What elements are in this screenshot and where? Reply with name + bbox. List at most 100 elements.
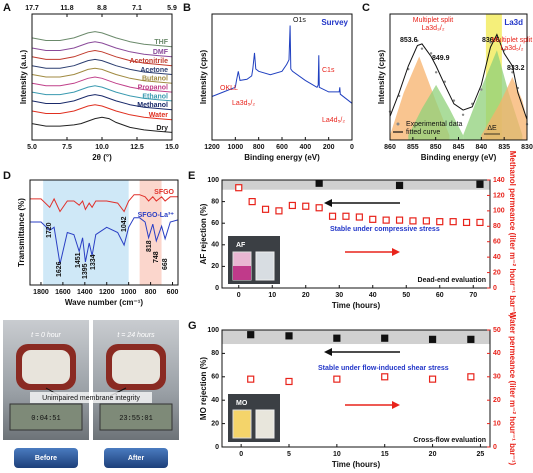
point [489,41,492,44]
membrane [112,350,160,384]
x-tick-label: 800 [253,144,265,151]
point [235,184,243,192]
series-line [211,25,353,104]
plots: A THF DMF Acetonitrile Acetone ButanolPropano… [3,2,533,469]
point [285,332,293,340]
display [99,403,173,431]
band [222,330,490,345]
point [355,213,363,221]
series-line [30,217,179,265]
time-label: t = 24 hours [117,332,155,339]
peak-label: 818 [146,240,153,252]
x-axis-label: Binding energy (eV) [244,153,320,162]
annotation: C1s [322,67,335,74]
series-label: Acetonitrile [129,58,168,65]
y2-axis-label: Water permeance (liter m⁻² hour⁻¹ bar⁻¹) [508,312,517,466]
point [395,181,404,189]
x-tick-label: 20 [302,292,310,299]
point [302,202,310,210]
point [467,373,475,381]
peak-labels: 1720 1626 1451 1395 1334 1042 818 748 66… [46,216,169,279]
y2-tick-label: 40 [493,350,501,357]
series-line [31,58,173,75]
annotation: La3d₃/₂ [421,25,444,32]
point [461,113,465,117]
peak-label: 1334 [90,254,97,270]
panel-label: D [3,170,11,182]
point [381,373,389,381]
annotation: Stable under compressive stress [330,226,440,233]
display [9,403,83,431]
point [480,88,483,91]
y-axis-label: Intensity (cps) [377,50,386,105]
point [443,80,446,83]
point [395,216,404,224]
vial [232,409,252,439]
peak-label: 668 [162,258,169,270]
annotation: Stable under flow-induced shear stress [318,365,449,372]
vial-liquid [233,266,251,280]
peak-label: 833.2 [507,65,525,72]
point [511,71,514,74]
x-tick-label: 1400 [77,289,93,296]
peak-label: 849.9 [432,55,450,62]
point [247,331,255,339]
point [428,335,437,343]
inset-photo: AF [228,236,280,284]
y-axis-label: MO rejection (%) [199,357,208,420]
x-tick-label: 840 [475,144,487,151]
y-tick-label: 60 [211,374,219,381]
x-tick-label: 1000 [228,144,244,151]
y2-tick-label: 80 [493,223,501,230]
arrow-head [324,348,332,356]
series-line [389,33,528,120]
y-tick-label: 40 [211,242,219,249]
y2-tick-label: 120 [493,192,505,199]
y2-tick-label: 60 [493,239,501,246]
band [43,180,129,285]
x-tick-label: 1200 [204,144,220,151]
point [315,204,323,212]
series-line [31,49,173,67]
x-tick-label: 12.5 [130,144,144,151]
x-tick-label: 1200 [99,289,115,296]
top-tick-label: 5.9 [167,5,177,12]
point [409,217,417,225]
x-axis-label: 2θ (°) [92,153,112,162]
photo-before: 0:04:51 t = 0 hour [3,320,89,440]
top-tick-label: 17.7 [25,5,39,12]
x-tick-label: 0 [237,292,241,299]
component-peak [408,84,464,140]
x-tick-label: 10.0 [95,144,109,151]
annotation: Dead-end evaluation [418,277,486,284]
point [315,179,323,187]
caption: Unimpaired membrane integrity [42,395,140,402]
x-tick-label: 800 [145,289,157,296]
point [288,201,296,210]
series-label: SFGO-La³⁺ [138,212,175,219]
y2-axis-label: Methanol permeance (liter m⁻² hour⁻¹ bar… [508,151,517,318]
x-axis-label: Binding energy (eV) [421,153,497,162]
panel-label: E [188,170,195,182]
plot-frame [221,179,491,289]
peak-label: 1720 [46,222,53,238]
x-axis-label: Time (hours) [332,460,381,469]
series-line [31,41,173,58]
x-tick-label: 600 [276,144,288,151]
x-tick-label: 60 [436,292,444,299]
annotation: La3d₅/₂ [500,45,523,52]
peak-label: 836.6 [482,37,500,44]
point [452,99,456,102]
band [222,180,490,190]
annotation: Multiplet split [413,17,454,24]
series-label: THF [154,39,168,46]
photo-after: 23:55:01 t = 24 hours [93,320,179,440]
y-tick-label: 80 [211,350,219,357]
series-line [31,104,173,121]
after-button [104,448,168,468]
button-label: Before [35,455,57,462]
y-axis-label: Transmittance (%) [17,198,26,267]
point [462,218,471,227]
x-tick-label: 1600 [55,289,71,296]
